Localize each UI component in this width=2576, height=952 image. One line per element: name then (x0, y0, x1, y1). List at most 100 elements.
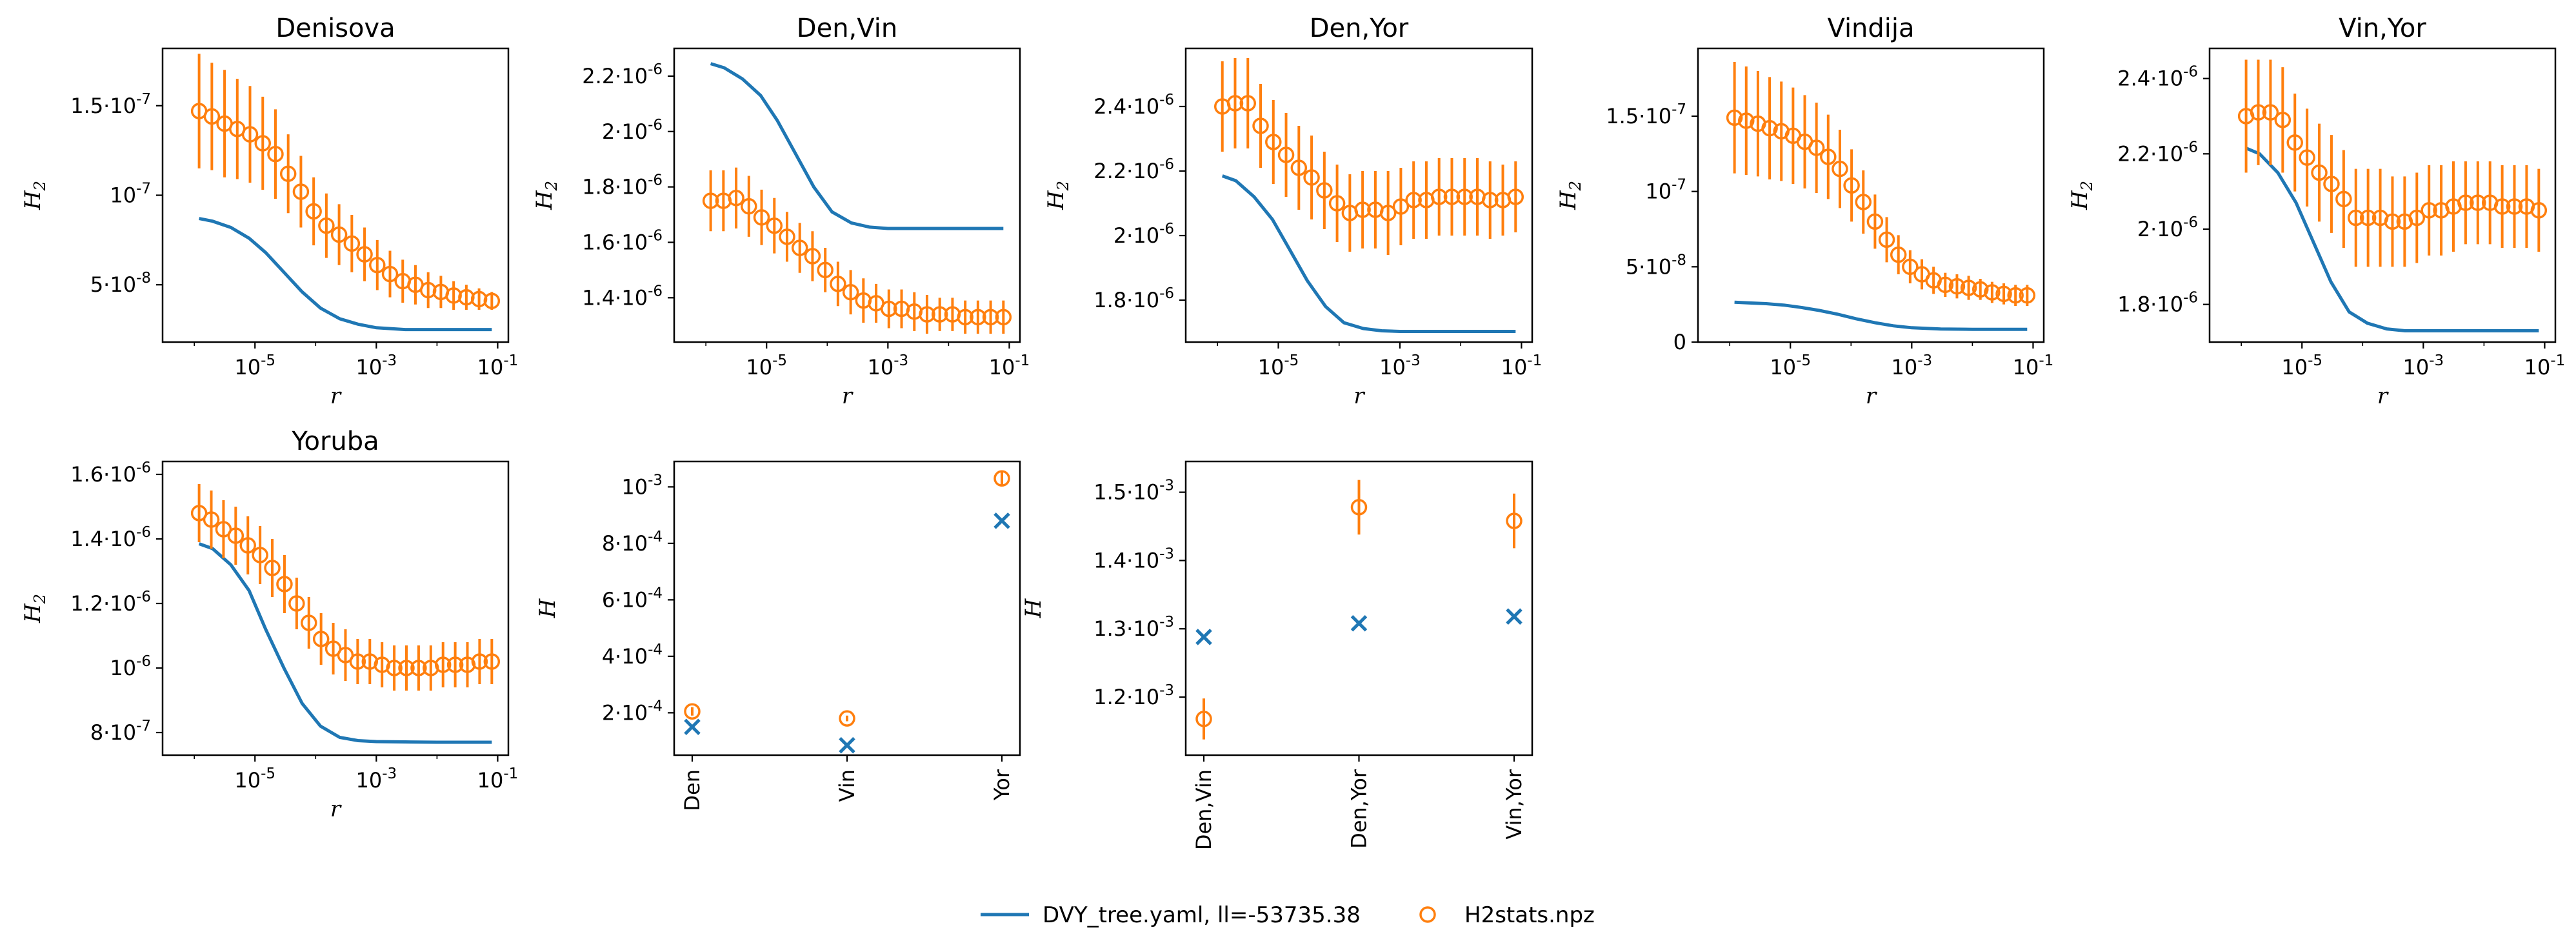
data-point (398, 660, 415, 676)
data-point (349, 653, 366, 670)
model-series-line (199, 217, 492, 332)
data-point (1738, 112, 1755, 129)
x-tick-label: 10-5 (2281, 352, 2322, 380)
data-point (458, 289, 475, 306)
x-tick-label: Vin,Yor (1502, 769, 1526, 839)
y-tick-label: 1.4·10-3 (1093, 545, 1174, 572)
chart-panel-3: Den,Yor 1.8·10-6 2·10-6 2.2·10-6 2.4·10-6 H2 1… (1043, 14, 1542, 409)
model-point (839, 736, 855, 754)
plot-frame (1184, 47, 1533, 343)
data-point (2359, 209, 2377, 227)
x-tick-label: 10-1 (477, 765, 519, 793)
chart-title: Denisova (275, 14, 395, 43)
data-point (1226, 95, 1244, 112)
data-point (817, 261, 834, 279)
data-point (1878, 231, 1895, 248)
model-point (1506, 608, 1523, 625)
y-axis-label: H2 (2067, 181, 2096, 210)
data-point (684, 703, 701, 720)
model-series-line (710, 62, 1004, 230)
data-point (2274, 112, 2291, 128)
data-point (2335, 190, 2352, 208)
data-point (2506, 198, 2523, 215)
data-point (2457, 194, 2474, 211)
data-point (1866, 213, 1884, 230)
data-point (1392, 198, 1410, 215)
data-point (2250, 104, 2267, 121)
x-tick-label: Vin (835, 769, 859, 802)
data-point (483, 292, 501, 309)
data-point (1948, 278, 1966, 295)
data-point (702, 192, 719, 209)
y-tick-label: 1.6·10-6 (582, 227, 663, 254)
data-point (483, 653, 501, 670)
x-tick-label: 10-5 (234, 765, 275, 793)
data-point (804, 248, 821, 265)
data-point (2530, 202, 2548, 219)
chart-title: Yoruba (291, 427, 379, 456)
chart-panel-8: 1.2·10-3 1.3·10-3 1.4·10-3 1.5·10-3 H Den,Vin… (1021, 460, 1533, 850)
y-tick-label: 10-7 (1645, 177, 1686, 204)
model-point-stroke-b (993, 512, 1010, 529)
data-point (254, 135, 272, 152)
legend: DVY_tree.yaml, ll=-53735.38 H2stats.npz (981, 902, 1595, 928)
data-point (264, 560, 281, 576)
x-tick-label: 10-3 (356, 352, 397, 380)
model-point (993, 512, 1010, 529)
y-tick-label: 4·10-4 (602, 642, 663, 669)
data-point (381, 265, 399, 283)
data-point (2408, 209, 2426, 227)
data-point (301, 614, 317, 631)
data-point (1995, 285, 2012, 303)
x-tick-label: Den,Vin (1192, 769, 1216, 850)
data-point (2421, 202, 2437, 219)
y-tick-label: 2.2·10-6 (1093, 156, 1174, 183)
data-point (1195, 711, 1212, 727)
y-tick-label: 1.8·10-6 (2117, 290, 2198, 317)
legend-data-label: H2stats.npz (1464, 902, 1595, 928)
data-point (1277, 147, 1295, 163)
data-point (419, 281, 437, 299)
y-tick-label: 10-6 (110, 653, 151, 680)
y-tick-label: 2·10-6 (602, 117, 663, 144)
model-series-line (2245, 147, 2539, 332)
x-tick-label: 10-1 (2013, 352, 2054, 380)
data-point (267, 145, 284, 163)
x-tick-label: 10-1 (477, 352, 519, 380)
data-point (995, 309, 1012, 326)
data-point (993, 470, 1010, 487)
data-point (445, 287, 462, 304)
chart-panel-5: Vin,Yor 1.8·10-6 2·10-6 2.2·10-6 2.4·10-6 H2 1… (2067, 14, 2565, 409)
data-point (791, 239, 808, 256)
data-point (203, 511, 220, 528)
data-point (203, 108, 221, 125)
data-point (471, 653, 488, 670)
y-tick-label: 8·10-4 (602, 529, 663, 556)
x-tick-label: 10-1 (2524, 352, 2566, 380)
x-tick-label: Yor (990, 769, 1014, 801)
chart-title: Vindija (1827, 14, 1914, 43)
data-point (2286, 134, 2303, 151)
data-point (292, 183, 310, 200)
data-point (830, 276, 846, 292)
y-tick-label: 2.4·10-6 (1093, 92, 1174, 119)
data-point (1984, 284, 2001, 301)
data-point (1808, 139, 1825, 156)
x-axis-label: r (2377, 383, 2389, 409)
chart-title: Vin,Yor (2339, 14, 2426, 43)
data-point (1507, 188, 1524, 205)
x-axis-label: r (330, 383, 342, 409)
x-axis-label: r (1866, 383, 1877, 409)
legend-data-marker (1419, 906, 1436, 923)
plot-frame (161, 460, 510, 756)
data-point (356, 246, 373, 263)
data-point (1820, 148, 1837, 165)
data-point (957, 309, 973, 326)
x-axis-label: r (842, 383, 854, 409)
chart-panel-6: Yoruba 8·10-7 10-6 1.2·10-6 1.4·10-6 1.6·10-6… (20, 427, 518, 822)
data-point (386, 660, 403, 676)
data-point (2384, 213, 2401, 230)
data-point (1843, 177, 1860, 194)
chart-panel-4: Vindija 0 5·10-8 10-7 1.5·10-7 H2 10-5 10-3 10-1… (1555, 14, 2053, 409)
